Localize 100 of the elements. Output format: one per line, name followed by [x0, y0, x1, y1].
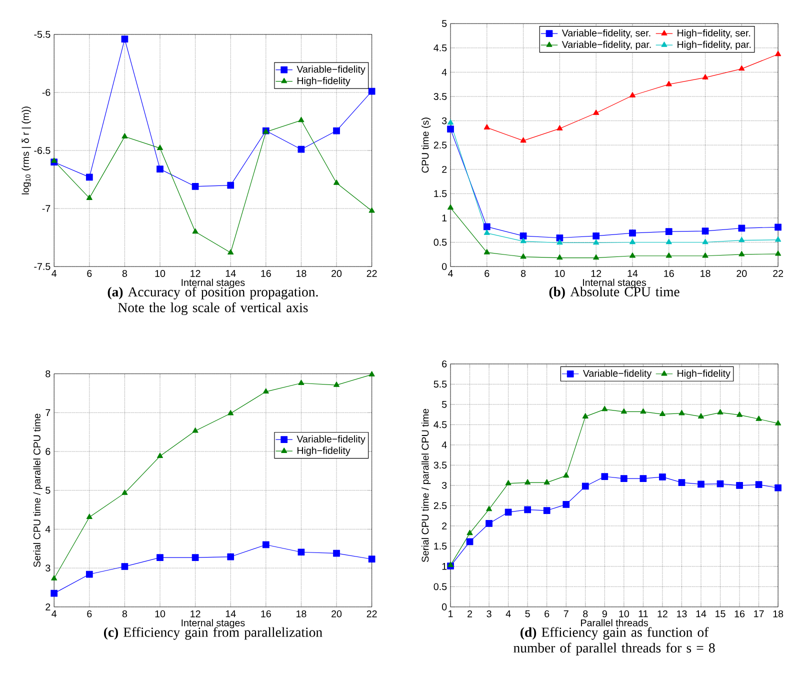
- y-tick-label: 3.5: [434, 93, 447, 100]
- y-tick-label: 4: [442, 442, 447, 449]
- y-tick-label: 2.5: [434, 502, 447, 510]
- y-tick-label: 5.5: [434, 380, 447, 388]
- y-tick-label: 3: [442, 118, 447, 124]
- x-tick-label: 8: [122, 610, 128, 618]
- x-tick-label: 3: [486, 610, 492, 618]
- legend-label: Variable−fidelity, par.: [562, 40, 651, 50]
- x-tick-label: 6: [544, 610, 550, 618]
- y-tick-label: 2: [46, 604, 50, 611]
- x-tick-label: 14: [628, 270, 638, 277]
- x-tick-label: 20: [332, 270, 342, 278]
- y-tick-label: 5: [442, 20, 447, 28]
- y-tick-label: -7.5: [34, 263, 50, 270]
- y-tick-label: 4.5: [434, 421, 447, 428]
- legend-label: Variable−fidelity: [296, 66, 366, 75]
- y-tick-label: 2.5: [434, 142, 447, 149]
- x-tick-label: 8: [583, 610, 588, 618]
- x-tick-label: 20: [736, 270, 747, 278]
- x-tick-label: 16: [261, 270, 271, 278]
- x-tick-label: 4: [506, 610, 511, 618]
- x-tick-label: 12: [190, 610, 200, 618]
- legend-label: High−fidelity: [297, 447, 350, 456]
- legend-label: High−fidelity: [297, 77, 350, 86]
- y-tick-label: 0.5: [434, 239, 447, 246]
- y-axis-title: CPU time (s): [421, 118, 431, 173]
- y-tick-label: 4: [442, 69, 447, 76]
- x-tick-label: 12: [190, 270, 200, 278]
- y-tick-label: 3: [442, 482, 447, 490]
- x-tick-label: 13: [677, 610, 687, 618]
- legend-label: Variable−fidelity: [582, 370, 652, 379]
- x-tick-label: 16: [734, 610, 745, 618]
- y-tick-label: 8: [46, 370, 50, 378]
- y-tick-label: -6.5: [34, 147, 50, 154]
- text: (d) Efficiency gain as function of number of parallel threads for s = 8: [514, 627, 715, 656]
- x-tick-label: 14: [226, 610, 236, 618]
- text: (b) Absolute CPU time: [549, 286, 680, 300]
- x-tick-label: 6: [87, 270, 92, 278]
- x-tick-label: 8: [122, 270, 128, 278]
- y-tick-label: 2: [442, 166, 447, 173]
- y-tick-label: 3.5: [434, 462, 447, 469]
- y-tick-label: 0: [442, 604, 447, 611]
- x-tick-label: 10: [155, 270, 166, 278]
- y-tick-label: 1: [442, 214, 447, 222]
- x-tick-label: 12: [591, 270, 602, 278]
- x-tick-label: 1: [448, 610, 453, 618]
- y-tick-label: 5: [442, 401, 447, 408]
- x-tick-label: 7: [564, 610, 568, 618]
- y-tick-label: 7: [46, 409, 50, 416]
- y-tick-label: 6: [442, 360, 447, 368]
- x-tick-label: 20: [332, 610, 342, 618]
- y-tick-label: 6: [46, 448, 50, 456]
- x-axis-title: Parallel threads: [581, 619, 648, 627]
- x-tick-label: 10: [155, 610, 166, 618]
- x-tick-label: 18: [773, 610, 784, 618]
- x-tick-label: 6: [87, 610, 92, 618]
- y-tick-label: 2: [442, 522, 447, 530]
- x-tick-label: 11: [638, 610, 648, 618]
- x-axis-title: Internal stages: [182, 619, 245, 628]
- y-axis-title: Serial CPU time / parallel CPU time: [33, 414, 42, 568]
- legend-label: High−fidelity, par.: [678, 40, 751, 50]
- x-tick-label: 4: [448, 270, 453, 277]
- x-tick-label: 8: [521, 270, 526, 278]
- x-tick-label: 18: [700, 270, 710, 278]
- x-tick-label: 2: [468, 610, 472, 618]
- y-tick-label: 1.5: [434, 542, 447, 550]
- text: (c) Efficiency gain from parallelization: [104, 627, 322, 640]
- legend-label: High−fidelity, ser.: [678, 29, 750, 39]
- x-tick-label: 17: [754, 610, 764, 618]
- x-tick-label: 14: [696, 610, 706, 618]
- x-tick-label: 18: [296, 610, 306, 618]
- y-tick-label: 0: [442, 263, 447, 270]
- y-tick-label: 4: [45, 526, 50, 533]
- y-tick-label: -5.5: [34, 31, 50, 38]
- legend-label: Variable−fidelity: [296, 436, 366, 445]
- y-tick-label: 4.5: [434, 44, 447, 52]
- y-tick-label: -6: [42, 89, 50, 96]
- legend-label: Variable−fidelity, ser.: [562, 29, 650, 39]
- x-tick-label: 4: [52, 270, 57, 277]
- x-tick-label: 22: [366, 610, 377, 618]
- y-axis-title: log$_{10}$ (rms | δ r | (m)): [22, 106, 31, 194]
- x-tick-label: 6: [484, 270, 490, 278]
- x-tick-label: 16: [664, 270, 674, 278]
- y-tick-label: 0.5: [434, 583, 447, 590]
- text: (a) Accuracy of position propagation. Note the log scale of vertical axis: [108, 286, 318, 316]
- y-tick-label: 5: [46, 487, 50, 494]
- x-tick-label: 4: [52, 610, 57, 618]
- x-tick-label: 10: [619, 610, 629, 618]
- x-tick-label: 22: [773, 270, 784, 278]
- x-tick-label: 9: [602, 610, 607, 618]
- x-tick-label: 12: [658, 610, 668, 618]
- x-tick-label: 14: [226, 270, 236, 277]
- y-tick-label: -7: [42, 205, 50, 212]
- y-axis-title: Serial CPU time / parallel CPU time: [421, 409, 431, 562]
- legend-label: High−fidelity: [678, 370, 730, 379]
- x-tick-label: 15: [716, 610, 726, 618]
- x-tick-label: 22: [366, 270, 377, 278]
- y-tick-label: 1.5: [434, 190, 447, 198]
- x-tick-label: 16: [261, 610, 271, 618]
- x-tick-label: 10: [555, 270, 565, 278]
